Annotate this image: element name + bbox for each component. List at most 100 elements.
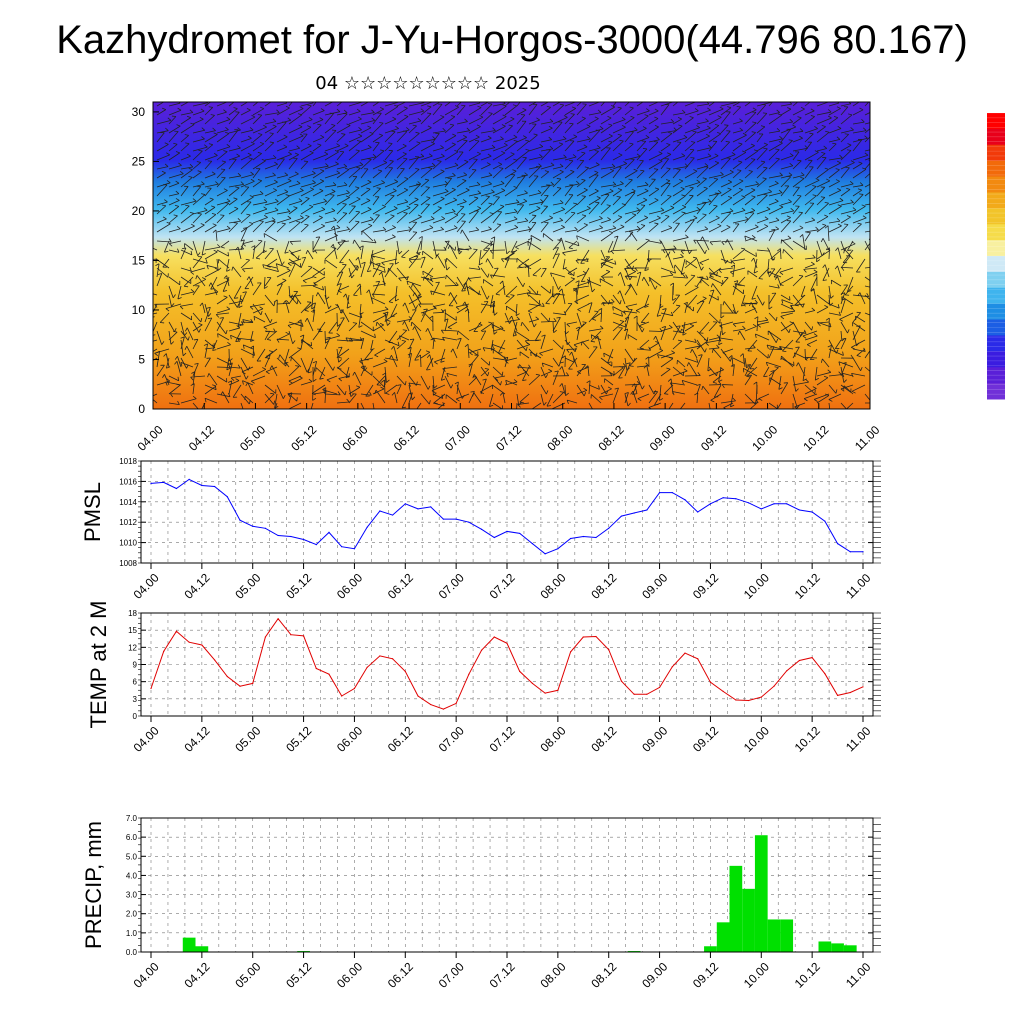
y-axis-label: PRECIP, mm (81, 821, 106, 949)
wind-barb (528, 166, 541, 179)
wind-barb-flag (480, 391, 484, 395)
wind-barb (216, 366, 231, 368)
wind-barb-flag (198, 328, 201, 333)
wind-barb (359, 303, 362, 315)
wind-barb-flag (581, 98, 585, 99)
wind-barb (271, 365, 278, 377)
wind-barb-flag (623, 161, 628, 164)
wind-barb-flag (173, 214, 178, 217)
wind-barb (768, 175, 783, 179)
wind-barb-flag (184, 346, 188, 350)
x-tick-label: 08.00 (537, 570, 568, 601)
wind-barb (396, 116, 409, 125)
wind-barb-flag (179, 170, 184, 175)
wind-barb-flag (206, 265, 209, 270)
wind-barb-flag (840, 388, 845, 392)
data-point (239, 519, 241, 521)
wind-barb (816, 117, 832, 125)
wind-barb-flag (685, 234, 689, 238)
wind-barb-flag (573, 134, 578, 138)
wind-barb-flag (743, 97, 747, 99)
wind-barb (315, 367, 326, 377)
wind-barb-flag (359, 338, 364, 341)
wind-barb (636, 128, 647, 134)
wind-barb-flag (336, 225, 341, 229)
wind-barb (252, 108, 264, 116)
wind-barb (288, 158, 298, 170)
wind-barb (444, 135, 457, 143)
wind-barb (744, 132, 756, 143)
wind-barb-flag (710, 283, 713, 288)
wind-barb-flag (583, 187, 588, 191)
precip-bar (780, 919, 794, 952)
wind-barb (588, 302, 593, 314)
wind-barb (216, 151, 228, 161)
wind-barb-flag (548, 136, 552, 140)
wind-barb (240, 102, 249, 107)
wind-barb-flag (394, 104, 399, 107)
wind-barb (388, 267, 398, 278)
wind-barb-flag (401, 339, 406, 342)
wind-barb-flag (237, 172, 242, 177)
wind-barb-flag (774, 180, 779, 184)
wind-barb (648, 342, 660, 350)
data-point (175, 487, 178, 490)
wind-barb (408, 347, 412, 359)
wind-barb (262, 240, 266, 253)
wind-barb (552, 391, 565, 404)
wind-barb-flag (718, 337, 722, 342)
wind-barb (420, 256, 426, 269)
wind-barb (624, 107, 634, 116)
wind-barb (588, 384, 600, 390)
wind-barbs (153, 96, 870, 411)
wind-barb-flag (278, 354, 281, 359)
wind-barb (804, 179, 820, 188)
data-point (722, 690, 724, 692)
wind-barb (312, 170, 325, 179)
wind-barb-flag (523, 198, 528, 202)
wind-barb (192, 321, 200, 333)
wind-barb-flag (167, 117, 172, 121)
data-point (658, 492, 661, 494)
wind-barb-flag (722, 301, 725, 306)
wind-barb (768, 285, 780, 289)
wind-barb-flag (233, 197, 238, 200)
wind-barb-flag (432, 99, 435, 101)
wind-barb-flag (728, 355, 733, 359)
wind-barb-flag (777, 113, 782, 116)
wind-barb-flag (599, 225, 603, 229)
wind-barb-flag (617, 272, 621, 276)
wind-barb-flag (451, 97, 455, 98)
wind-barb-flag (766, 206, 771, 210)
wind-barb (220, 240, 230, 248)
wind-barb-flag (636, 225, 641, 230)
wind-barb (504, 202, 520, 206)
wind-barb (600, 190, 614, 197)
x-tick-label: 07.12 (487, 723, 518, 754)
wind-barb (192, 312, 202, 323)
wind-barb (782, 339, 794, 352)
wind-barb (375, 389, 386, 404)
wind-barb-flag (211, 205, 216, 208)
wind-barb (348, 312, 362, 319)
wind-barb-flag (846, 215, 851, 218)
wind-barb-flag (437, 410, 441, 411)
wind-barb (399, 335, 410, 341)
wind-barb-flag (658, 151, 663, 154)
wind-barb (492, 301, 495, 314)
wind-barb-flag (253, 316, 256, 321)
wind-barb (699, 258, 710, 264)
wind-barb (180, 155, 191, 161)
wind-barb (660, 207, 675, 215)
wind-barb-flag (681, 211, 686, 214)
wind-barb (781, 355, 794, 368)
wind-barb-flag (588, 302, 593, 305)
wind-barb-flag (800, 96, 804, 97)
data-point (391, 658, 394, 660)
wind-barb-flag (352, 322, 357, 324)
wind-barb (385, 384, 398, 394)
wind-barb-flag (545, 390, 549, 395)
wind-barb (744, 189, 756, 197)
wind-barb-flag (486, 295, 490, 300)
wind-barb (674, 264, 686, 278)
